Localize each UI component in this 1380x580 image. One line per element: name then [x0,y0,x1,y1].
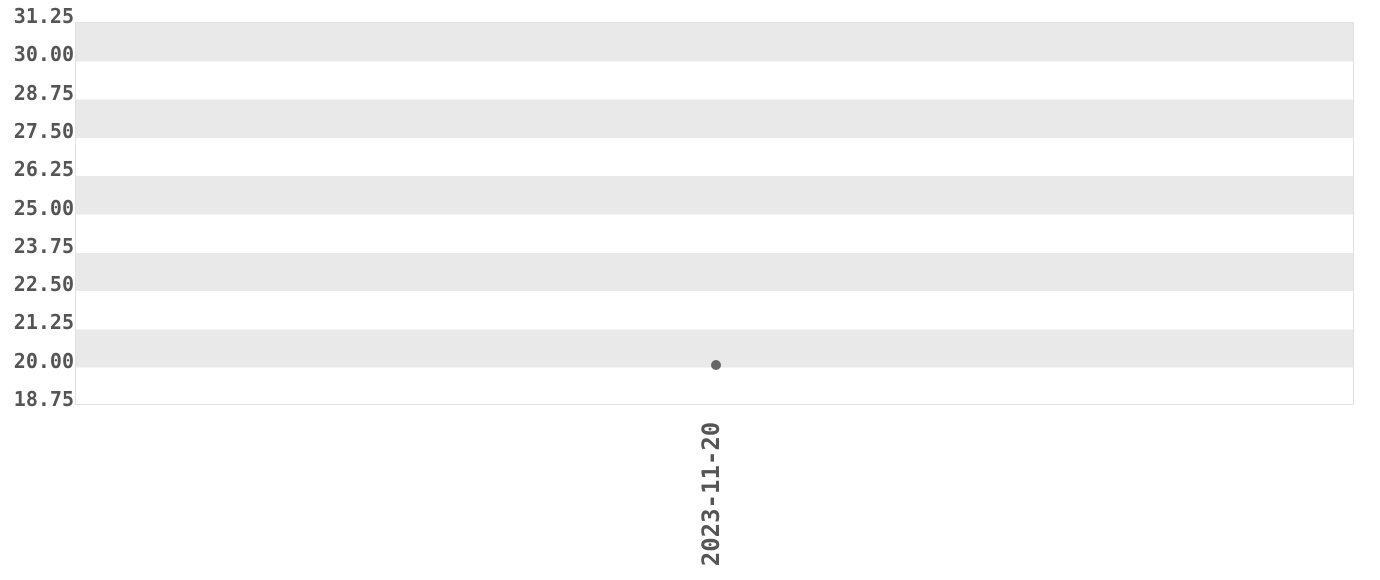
y-tick-label: 21.25 [13,310,74,335]
y-tick-label: 18.75 [13,387,74,411]
plot-area [75,22,1354,405]
y-axis: 31.25 30.00 28.75 27.50 26.25 25.00 23.75 22.50… [0,0,74,420]
y-tick-label: 20.00 [13,348,74,373]
y-tick-label: 27.50 [13,118,74,143]
y-tick-label: 26.25 [13,157,74,182]
y-tick-label: 25.00 [13,195,74,220]
data-point-marker [710,359,721,370]
y-tick-label: 28.75 [13,80,74,105]
y-tick-label: 22.50 [13,272,74,297]
y-tick-label: 23.75 [13,233,74,258]
y-tick-label: 30.00 [13,42,74,67]
y-tick-label: 31.25 [13,4,74,28]
x-tick-label: 2023-11-20 [697,421,725,567]
